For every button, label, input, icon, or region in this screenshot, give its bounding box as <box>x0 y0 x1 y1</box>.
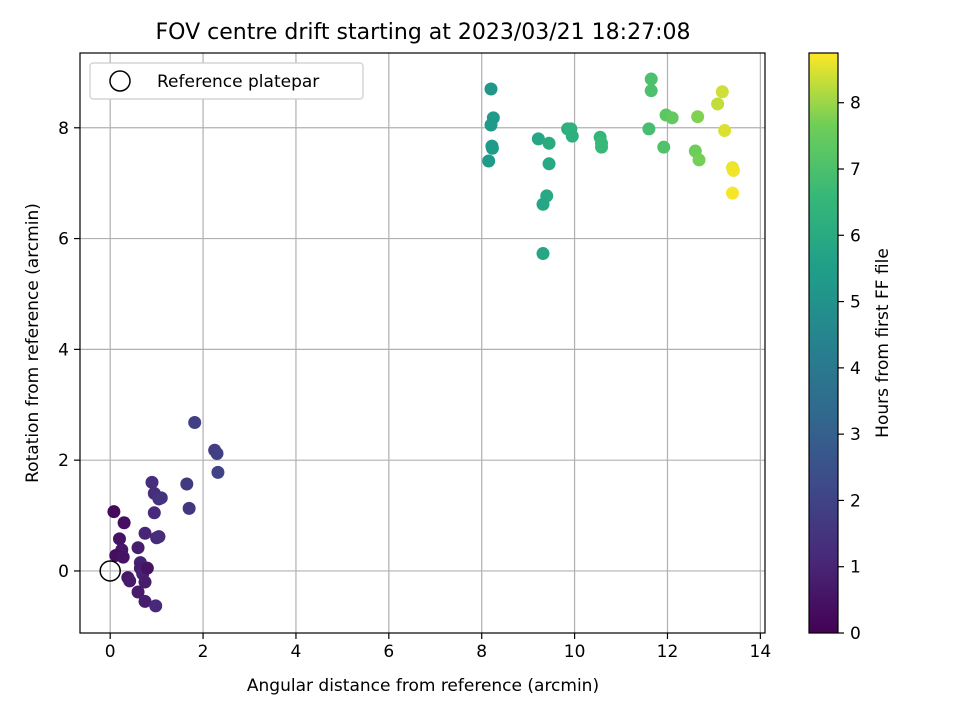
data-point <box>644 72 658 86</box>
y-tick-label: 8 <box>58 119 69 139</box>
data-point <box>138 594 152 608</box>
y-tick-label: 2 <box>58 451 69 471</box>
colorbar-tick-label: 4 <box>850 359 861 379</box>
data-point <box>188 415 202 429</box>
data-point <box>112 532 126 546</box>
x-tick-label: 12 <box>657 642 679 662</box>
data-point <box>711 97 725 111</box>
x-tick-label: 10 <box>564 642 586 662</box>
colorbar-tick-label: 5 <box>850 293 861 313</box>
x-tick-label: 4 <box>291 642 302 662</box>
chart-title: FOV centre drift starting at 2023/03/21 … <box>156 20 691 45</box>
x-tick-label: 14 <box>750 642 772 662</box>
data-point <box>138 575 152 589</box>
data-point <box>138 526 152 540</box>
data-point <box>726 163 740 177</box>
y-tick-label: 6 <box>58 230 69 250</box>
colorbar-tick-label: 8 <box>850 94 861 114</box>
data-point <box>116 550 130 564</box>
data-point <box>715 85 729 99</box>
legend-marker <box>109 70 131 92</box>
data-point <box>182 501 196 515</box>
data-point <box>718 124 732 138</box>
legend-box <box>89 62 364 100</box>
data-point <box>154 491 168 505</box>
data-point <box>725 186 739 200</box>
colorbar-tick-label: 2 <box>850 491 861 511</box>
colorbar <box>808 52 839 634</box>
data-point <box>107 505 121 519</box>
y-tick-label: 0 <box>58 562 69 582</box>
colorbar-tick-label: 7 <box>850 160 861 180</box>
data-point <box>657 140 671 154</box>
data-point <box>595 140 609 154</box>
data-point <box>665 111 679 125</box>
data-point <box>149 599 163 613</box>
reference-platepar-marker <box>99 560 121 582</box>
axes-frame <box>79 52 766 634</box>
data-point <box>123 574 137 588</box>
x-axis-label: Angular distance from reference (arcmin) <box>247 676 599 696</box>
grid-lines <box>80 53 765 633</box>
data-point <box>210 447 224 461</box>
y-tick-label: 4 <box>58 340 69 360</box>
y-ticks: 0 2 4 6 8 <box>58 119 80 582</box>
x-ticks: 0 2 4 6 8 10 12 14 <box>105 633 771 662</box>
x-tick-label: 2 <box>198 642 209 662</box>
y-axis-label: Rotation from reference (arcmin) <box>23 203 43 483</box>
data-point <box>485 141 499 155</box>
data-point <box>484 118 498 132</box>
data-point <box>484 82 498 96</box>
data-point <box>536 197 550 211</box>
data-point <box>536 247 550 261</box>
colorbar-tick-label: 0 <box>850 624 861 644</box>
colorbar-tick-label: 3 <box>850 425 861 445</box>
data-point <box>140 561 154 575</box>
colorbar-label: Hours from first FF file <box>873 248 893 438</box>
data-point <box>692 153 706 167</box>
data-points <box>107 72 740 613</box>
data-point <box>180 477 194 491</box>
data-point <box>691 110 705 124</box>
x-tick-label: 0 <box>105 642 116 662</box>
data-point <box>147 506 161 520</box>
data-point <box>131 541 145 555</box>
data-point <box>565 129 579 143</box>
legend-label: Reference platepar <box>157 72 319 92</box>
legend: Reference platepar <box>89 62 364 100</box>
data-point <box>131 585 145 599</box>
data-point <box>642 122 656 136</box>
data-point <box>644 84 658 98</box>
data-point <box>482 154 496 168</box>
data-point <box>211 465 225 479</box>
data-point <box>542 157 556 171</box>
colorbar-tick-label: 1 <box>850 558 861 578</box>
data-point <box>542 136 556 150</box>
colorbar-tick-label: 6 <box>850 226 861 246</box>
data-point <box>117 516 131 530</box>
data-point <box>531 132 545 146</box>
x-tick-label: 6 <box>383 642 394 662</box>
data-point <box>145 475 159 489</box>
x-tick-label: 8 <box>476 642 487 662</box>
data-point <box>152 530 166 544</box>
colorbar-ticks: 0 1 2 3 4 5 6 7 8 <box>838 94 861 644</box>
